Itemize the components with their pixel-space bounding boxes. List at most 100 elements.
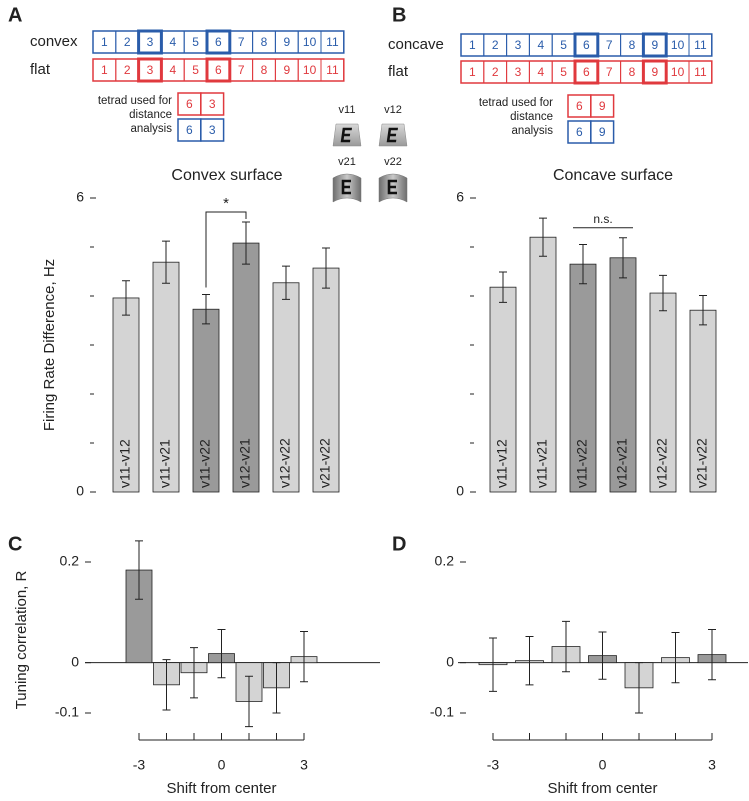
strip-number: 1 xyxy=(469,65,476,79)
strip-number: 8 xyxy=(261,35,268,49)
y-tick-label: 0 xyxy=(71,653,79,669)
bar-label: v12-v22 xyxy=(654,438,670,488)
strip-number: 7 xyxy=(606,38,613,52)
y-tick-label: 0 xyxy=(456,483,464,499)
bar xyxy=(152,261,180,493)
bar xyxy=(689,309,717,493)
bar xyxy=(112,297,140,493)
tetrad-label: analysis xyxy=(130,123,172,135)
strip-number: 8 xyxy=(629,65,636,79)
strip-number: 6 xyxy=(215,63,222,77)
strip-number: 3 xyxy=(515,65,522,79)
strip-box xyxy=(688,33,713,57)
view-glyph xyxy=(340,127,353,143)
bar xyxy=(529,236,557,493)
bar-label: v11-v22 xyxy=(574,439,590,488)
bar-label: v12-v21 xyxy=(614,438,630,488)
tetrad-box xyxy=(200,92,225,116)
view-glyph xyxy=(386,127,399,143)
strip-box xyxy=(688,60,713,84)
x-tick-label: -3 xyxy=(487,757,500,773)
panel-label: A xyxy=(8,4,22,26)
tetrad-label: tetrad used for xyxy=(98,95,172,107)
tetrad-box xyxy=(590,120,615,144)
x-axis-label: Shift from center xyxy=(547,780,657,797)
significance-line xyxy=(205,211,247,288)
view-label: v11 xyxy=(339,104,356,116)
strip-number: 6 xyxy=(583,65,590,79)
bar xyxy=(272,282,300,493)
strip-number: 3 xyxy=(515,38,522,52)
strip-number: 4 xyxy=(537,65,544,79)
error-bar xyxy=(619,237,627,279)
error-bar xyxy=(539,217,547,257)
view-glyph xyxy=(341,179,351,195)
error-bar xyxy=(162,659,171,711)
bar-label: v11-v12 xyxy=(494,439,510,488)
strip-label: flat xyxy=(388,63,409,80)
tetrad-number: 3 xyxy=(209,123,216,137)
error-bar xyxy=(122,280,130,316)
strip-number: 5 xyxy=(192,63,199,77)
strip-number: 1 xyxy=(101,35,108,49)
strip-number: 10 xyxy=(303,63,317,77)
y-tick-label: 0 xyxy=(446,653,454,669)
strip-number: 2 xyxy=(124,35,131,49)
strip-number: 7 xyxy=(238,63,245,77)
tetrad-number: 6 xyxy=(186,97,193,111)
y-axis-label: Tuning correlation, R xyxy=(13,570,30,709)
error-bar xyxy=(135,540,143,600)
y-tick-label: 6 xyxy=(76,189,84,205)
panel-label: B xyxy=(392,4,406,26)
strip-number: 5 xyxy=(192,35,199,49)
tetrad-label: tetrad used for xyxy=(479,97,553,109)
view-glyph xyxy=(387,179,397,195)
strip-number: 5 xyxy=(560,65,567,79)
error-bar xyxy=(162,240,170,284)
tetrad-label: distance xyxy=(129,109,172,121)
strip-number: 1 xyxy=(469,38,476,52)
bar-label: v12-v22 xyxy=(277,438,293,488)
strip-number: 11 xyxy=(326,35,339,49)
strip-label: flat xyxy=(30,61,51,78)
strip-number: 10 xyxy=(671,65,685,79)
bar-label: v11-v12 xyxy=(117,439,133,488)
strip-number: 10 xyxy=(671,38,685,52)
x-tick-label: -3 xyxy=(133,757,146,773)
significance-label: * xyxy=(223,195,229,212)
strip-number: 2 xyxy=(124,63,131,77)
error-bar xyxy=(708,628,716,681)
bar xyxy=(649,292,677,493)
tetrad-number: 9 xyxy=(599,99,606,113)
error-bar xyxy=(579,244,587,285)
tetrad-box xyxy=(200,118,225,142)
tetrad-number: 6 xyxy=(576,99,583,113)
bar-label: v11-v22 xyxy=(197,439,213,488)
strip-number: 4 xyxy=(537,38,544,52)
error-bar xyxy=(245,675,253,728)
error-bar xyxy=(499,271,507,303)
strip-label: concave xyxy=(388,36,444,53)
bar xyxy=(609,257,637,493)
tetrad-label: distance xyxy=(510,111,553,123)
strip-number: 2 xyxy=(492,65,499,79)
strip-number: 7 xyxy=(606,65,613,79)
y-tick-label: -0.1 xyxy=(430,704,454,720)
strip-number: 3 xyxy=(147,35,154,49)
strip-box xyxy=(320,30,345,54)
error-bar xyxy=(242,221,250,265)
x-axis-label: Shift from center xyxy=(166,780,276,797)
bar xyxy=(232,242,260,493)
strip-number: 9 xyxy=(283,35,290,49)
strip-number: 10 xyxy=(303,35,317,49)
y-axis-label: Firing Rate Difference, Hz xyxy=(41,259,58,431)
panel-label: C xyxy=(8,533,22,555)
error-bar xyxy=(562,620,570,673)
strip-number: 1 xyxy=(101,63,108,77)
significance-label: n.s. xyxy=(593,212,612,226)
view-label: v12 xyxy=(384,104,402,116)
y-tick-label: 0.2 xyxy=(60,553,80,569)
tetrad-label: analysis xyxy=(511,125,553,137)
error-bar xyxy=(190,647,198,699)
